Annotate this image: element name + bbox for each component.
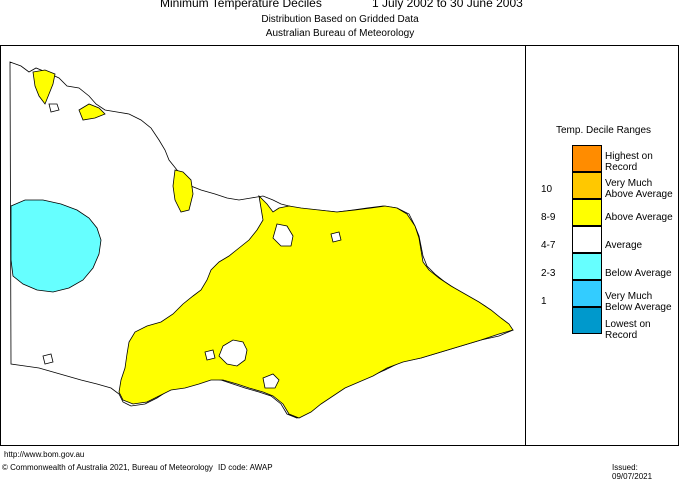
above-average-patch-1 (32, 69, 56, 105)
legend-swatch (572, 145, 602, 172)
legend-label: Below Average (605, 268, 672, 279)
legend-label: Very Much Below Average (605, 291, 672, 313)
legend-swatch (572, 280, 602, 307)
legend-label: Lowest on Record (605, 319, 651, 341)
above-average-patch-2 (78, 103, 106, 121)
legend-swatch (572, 226, 602, 253)
legend-label-line: Lowest on (605, 319, 651, 330)
legend-swatch (572, 253, 602, 280)
legend-swatch (572, 199, 602, 226)
legend-label: Highest on Record (605, 151, 653, 173)
small-lake-2 (42, 353, 54, 365)
legend-range: 1 (541, 296, 547, 307)
legend-swatch (572, 172, 602, 199)
legend-label-line: Record (605, 162, 638, 173)
title-text: Minimum Temperature Deciles (160, 0, 322, 10)
legend-label-line: Record (605, 330, 638, 341)
legend-range: 2-3 (541, 268, 556, 279)
legend-label-line: Very Much (605, 291, 653, 302)
map-title: Minimum Temperature Deciles 1 July 2002 … (0, 0, 680, 12)
footer-id-code: ID code: AWAP (218, 463, 273, 472)
small-lake-4 (204, 349, 216, 361)
small-lake-3 (330, 231, 342, 243)
legend-swatch (572, 307, 602, 334)
legend-range: 10 (541, 184, 553, 195)
subtitle-2: Australian Bureau of Meteorology (265, 28, 415, 39)
legend-label-line: Below Average (605, 302, 672, 313)
legend-label-line: Average (605, 240, 643, 251)
port-phillip-bay (218, 339, 248, 367)
legend-range: 4-7 (541, 240, 556, 251)
footer-url[interactable]: http://www.bom.gov.au (4, 450, 85, 459)
above-average-region-main (118, 194, 514, 419)
legend-label-line: Below Average (605, 268, 672, 279)
legend-label: Very Much Above Average (605, 178, 673, 200)
map-frame (0, 45, 679, 446)
above-average-patch-3 (172, 169, 194, 213)
legend-title: Temp. Decile Ranges (556, 125, 652, 136)
footer-issued: Issued: 09/07/2021 (612, 463, 653, 481)
legend-label-line: Above Average (605, 212, 673, 223)
small-lake-1 (48, 103, 60, 113)
frame-divider (525, 45, 526, 446)
footer-copyright: © Commonwealth of Australia 2021, Bureau… (2, 463, 213, 472)
legend-range: 8-9 (541, 212, 556, 223)
legend-label-line: Very Much (605, 178, 653, 189)
legend-label: Above Average (605, 212, 673, 223)
legend-label: Average (605, 240, 642, 251)
below-average-region (10, 199, 102, 293)
decile-map (9, 61, 514, 419)
subtitle-1: Distribution Based on Gridded Data (261, 14, 419, 25)
north-notch (272, 223, 294, 247)
period-text: 1 July 2002 to 30 June 2003 (372, 0, 523, 10)
legend-label-line: Above Average (605, 189, 673, 200)
western-port (262, 373, 280, 389)
legend-label-line: Highest on (605, 151, 653, 162)
